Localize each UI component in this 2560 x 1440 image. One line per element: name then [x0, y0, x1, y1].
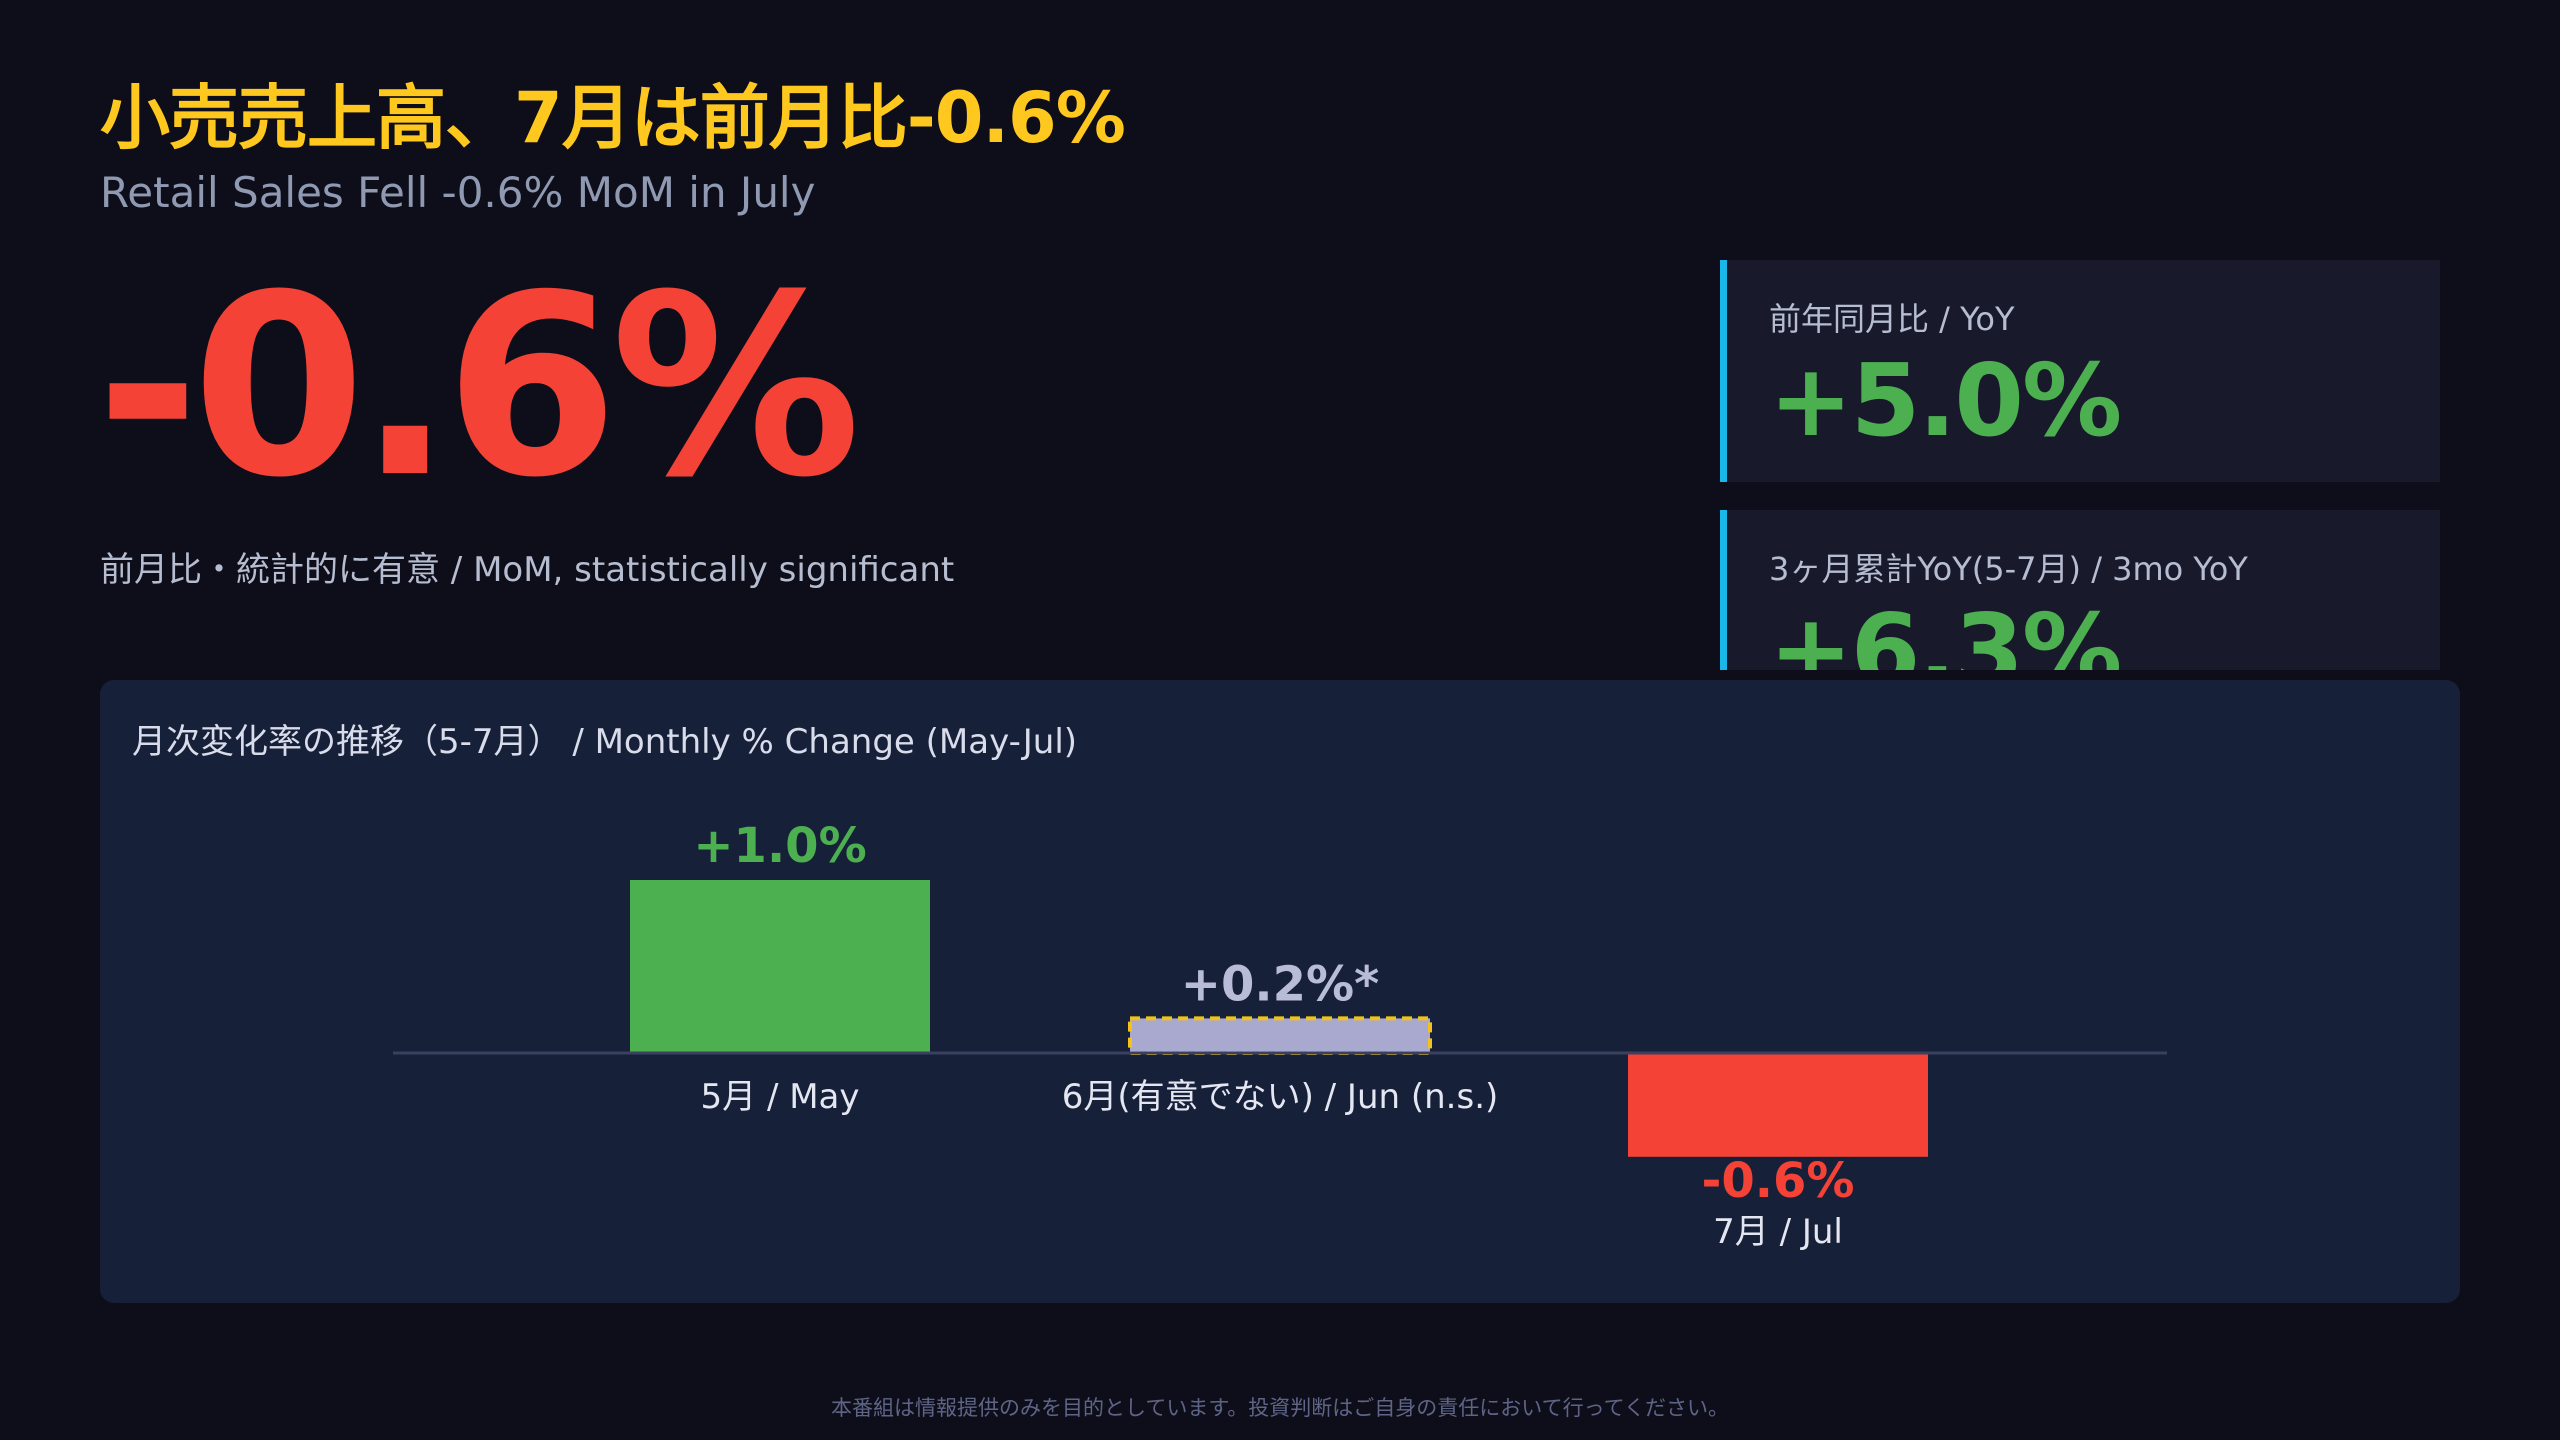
kpi-label: 前年同月比 / YoY: [1769, 300, 2015, 338]
kpi-value: +6.3%: [1769, 592, 2122, 670]
x-tick-label-2: 7月 / Jul: [1713, 1212, 1843, 1252]
kpi-label: 3ヶ月累計YoY(5-7月) / 3mo YoY: [1769, 550, 2248, 588]
data-label-2: -0.6%: [1701, 1153, 1854, 1209]
page-title: 小売売上高、7月は前月比-0.6%: [100, 77, 1126, 159]
x-tick-label-1: 6月(有意でない) / Jun (n.s.): [1062, 1077, 1499, 1117]
page-subtitle: Retail Sales Fell -0.6% MoM in July: [100, 168, 816, 217]
headline-mom-value: -0.6%: [96, 241, 861, 532]
monthly-change-chart: +1.0% 5月 / May +0.2%* 6月(有意でない) / Jun (n.s.…: [393, 818, 2167, 1252]
kpi-card-3mo-yoy: 3ヶ月累計YoY(5-7月) / 3mo YoY +6.3%: [1720, 510, 2440, 670]
data-label-1: +0.2%*: [1181, 956, 1379, 1012]
headline-caption: 前月比・統計的に有意 / MoM, statistically signific…: [100, 550, 955, 590]
kpi-card-yoy: 前年同月比 / YoY +5.0%: [1720, 260, 2440, 482]
bar-0: [630, 880, 930, 1053]
kpi-value: +5.0%: [1769, 342, 2122, 459]
bar-1: [1128, 1016, 1432, 1055]
chart-panel: 月次変化率の推移（5-7月） / Monthly % Change (May-J…: [100, 680, 2460, 1303]
data-label-0: +1.0%: [693, 818, 866, 874]
x-tick-label-0: 5月 / May: [701, 1077, 860, 1117]
chart-title: 月次変化率の推移（5-7月） / Monthly % Change (May-J…: [132, 722, 1078, 762]
bar-2: [1628, 1053, 1928, 1157]
disclaimer: 本番組は情報提供のみを目的としています。投資判断はご自身の責任において行ってくだ…: [831, 1396, 1729, 1420]
